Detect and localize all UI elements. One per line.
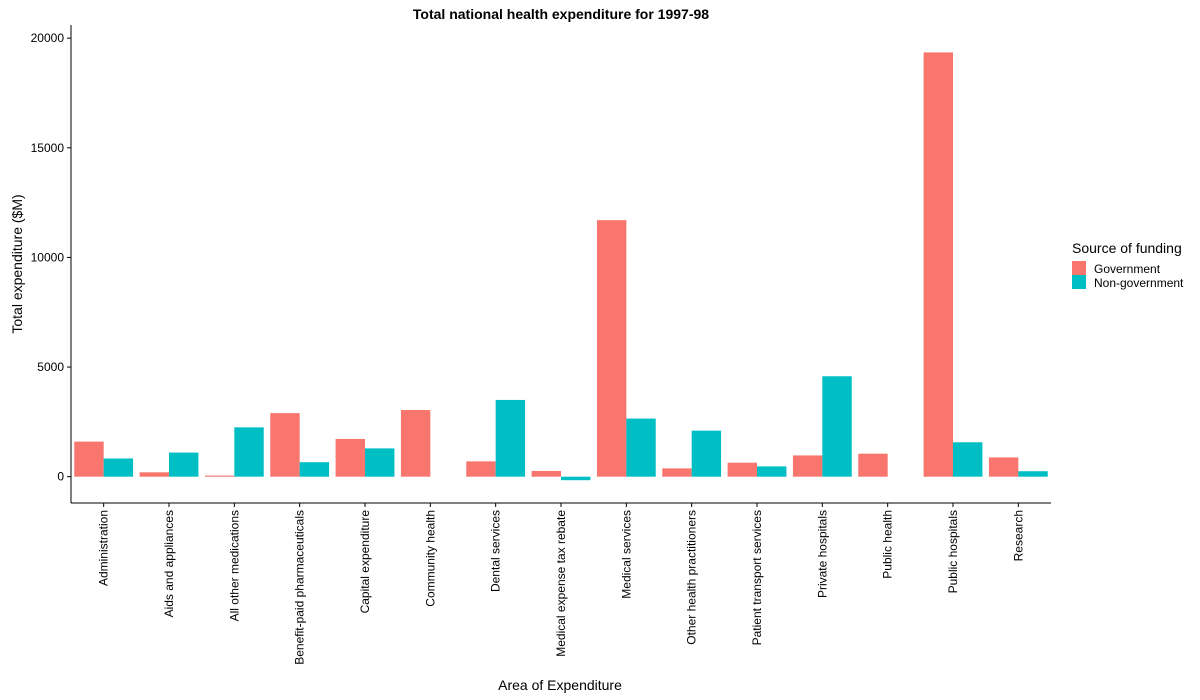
bar-non-government-patient-transport-services: [757, 466, 787, 477]
bar-government-public-health: [858, 453, 888, 477]
x-tick-label-community-health: Community health: [423, 510, 437, 607]
y-tick-label: 10000: [31, 250, 65, 264]
bar-government-capital-expenditure: [335, 438, 365, 477]
x-ticks: Administration Aids and appliances All oth…: [97, 503, 1025, 665]
bars-group: [74, 52, 1048, 481]
y-ticks: 0 5000 10000 15000 20000: [31, 31, 71, 484]
bar-non-government-medical-expense-tax-rebate: [561, 476, 591, 481]
bar-non-government-capital-expenditure: [365, 448, 395, 477]
bar-government-community-health: [400, 410, 431, 477]
x-tick-label-benefit-paid-pharmaceuticals: Benefit-paid pharmaceuticals: [293, 510, 307, 665]
bar-government-dental-services: [466, 461, 496, 477]
bar-non-government-medical-services: [626, 418, 656, 477]
bar-government-aids-and-appliances: [139, 472, 169, 477]
x-tick-label-aids-and-appliances: Aids and appliances: [162, 510, 176, 617]
x-tick-label-other-health-practitioners: Other health practitioners: [685, 510, 699, 645]
bar-government-medical-expense-tax-rebate: [531, 470, 561, 477]
x-tick-label-public-health: Public health: [881, 510, 895, 579]
x-tick-label-all-other-medications: All other medications: [227, 510, 241, 621]
x-tick-label-public-hospitals: Public hospitals: [946, 510, 960, 593]
bar-non-government-benefit-paid-pharmaceuticals: [299, 462, 330, 477]
x-tick-label-capital-expenditure: Capital expenditure: [358, 510, 372, 614]
x-axis-label: Area of Expenditure: [498, 677, 622, 693]
bar-non-government-dental-services: [495, 399, 526, 477]
x-tick-label-private-hospitals: Private hospitals: [815, 510, 829, 598]
legend-label-government: Government: [1094, 262, 1161, 276]
x-tick-label-dental-services: Dental services: [489, 510, 503, 592]
bar-government-private-hospitals: [792, 455, 823, 477]
legend-key-government: [1072, 261, 1086, 275]
x-tick-label-research: Research: [1011, 510, 1025, 561]
bar-non-government-private-hospitals: [822, 376, 852, 477]
bar-government-medical-services: [596, 220, 627, 477]
bar-government-research: [988, 457, 1019, 477]
y-tick-label: 15000: [31, 141, 65, 155]
bar-non-government-public-hospitals: [953, 442, 983, 477]
bar-government-other-health-practitioners: [662, 468, 692, 477]
y-tick-label: 5000: [37, 360, 64, 374]
x-tick-label-administration: Administration: [97, 510, 111, 586]
bar-government-all-other-medications: [204, 475, 235, 477]
legend-title: Source of funding: [1072, 240, 1182, 256]
bar-non-government-research: [1018, 471, 1048, 477]
legend-label-non-government: Non-government: [1094, 276, 1184, 290]
bar-government-patient-transport-services: [727, 462, 757, 477]
x-tick-label-medical-services: Medical services: [619, 510, 633, 599]
chart-title: Total national health expenditure for 19…: [413, 6, 709, 22]
bar-non-government-administration: [103, 458, 134, 477]
legend: Source of funding GovernmentNon-governme…: [1072, 240, 1184, 290]
y-tick-label: 20000: [31, 31, 65, 45]
bar-government-benefit-paid-pharmaceuticals: [270, 413, 300, 477]
bar-non-government-other-health-practitioners: [691, 430, 722, 477]
bar-non-government-aids-and-appliances: [169, 452, 199, 477]
x-tick-label-patient-transport-services: Patient transport services: [750, 510, 764, 645]
bar-non-government-all-other-medications: [234, 427, 264, 477]
y-axis-label: Total expenditure ($M): [9, 194, 25, 333]
y-tick-label: 0: [57, 470, 64, 484]
legend-key-non-government: [1072, 275, 1086, 289]
bar-government-administration: [74, 441, 104, 477]
bar-government-public-hospitals: [923, 52, 953, 477]
x-tick-label-medical-expense-tax-rebate: Medical expense tax rebate: [554, 510, 568, 657]
